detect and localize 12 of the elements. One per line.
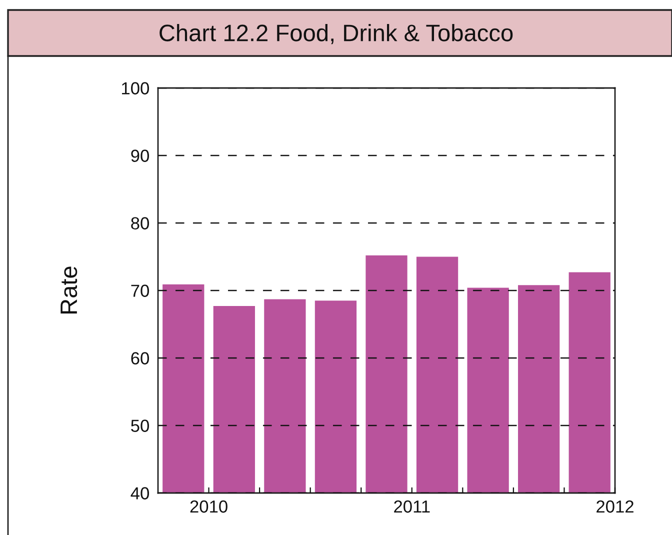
x-tick-label: 2010: [190, 500, 228, 513]
y-tick-label: 80: [131, 217, 149, 230]
x-tick-label: 2011: [394, 500, 430, 513]
y-tick-label: 40: [130, 487, 149, 500]
y-tick-label: 100: [122, 82, 149, 94]
y-tick-label: 60: [131, 352, 149, 364]
chart-title: Chart 12.2 Food, Drink & Tobacco: [160, 24, 513, 44]
y-tick-label: 90: [131, 150, 149, 162]
y-tick-label: 70: [131, 284, 149, 297]
y-tick-label: 50: [131, 420, 149, 432]
x-tick-label: 2012: [596, 500, 634, 513]
y-axis-title: Rate: [60, 266, 78, 314]
